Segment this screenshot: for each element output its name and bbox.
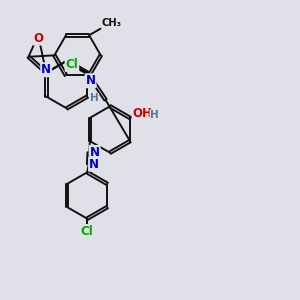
Text: Cl: Cl [65, 58, 78, 71]
Text: N: N [41, 63, 51, 76]
Text: H: H [90, 93, 99, 103]
Text: N: N [85, 74, 96, 87]
Text: CH₃: CH₃ [102, 17, 122, 28]
Text: Cl: Cl [81, 225, 94, 238]
Text: H: H [150, 110, 159, 120]
Text: N: N [90, 146, 100, 159]
Text: O: O [33, 32, 43, 45]
Text: N: N [89, 158, 99, 171]
Text: OH: OH [133, 107, 152, 120]
